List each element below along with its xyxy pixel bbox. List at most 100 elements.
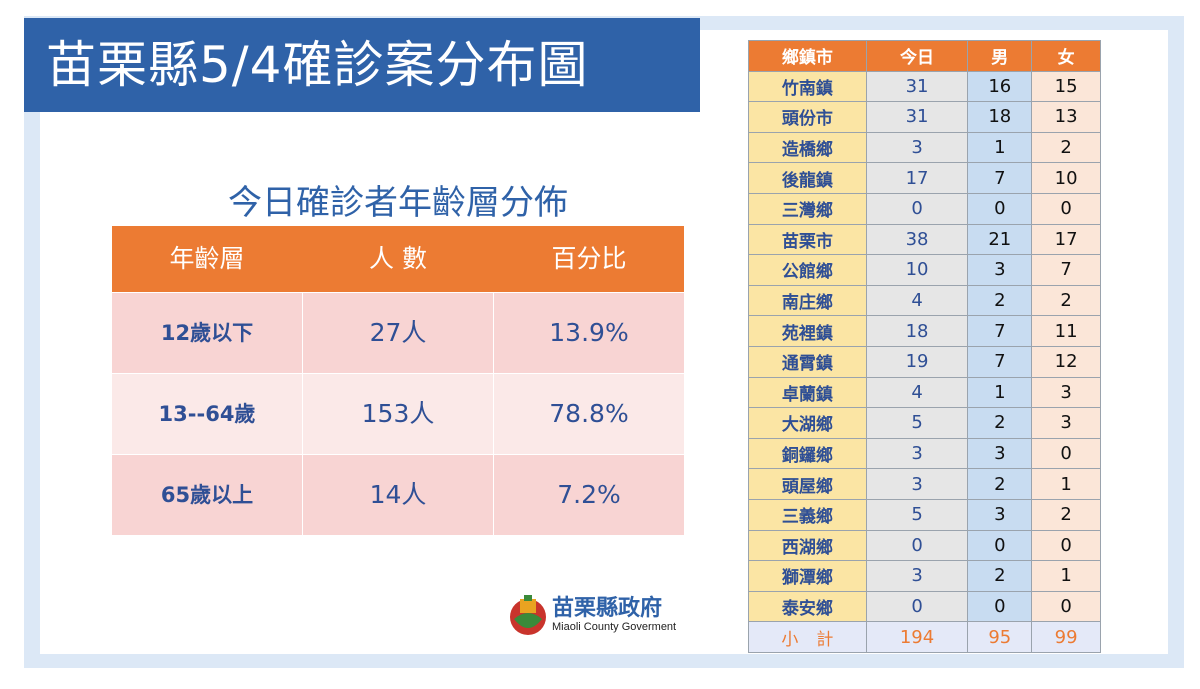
today-count: 3 <box>865 131 969 164</box>
today-count: 3 <box>865 437 969 470</box>
today-count: 3 <box>865 560 969 592</box>
district-name: 卓蘭鎮 <box>748 376 867 409</box>
header-count: 人 數 <box>303 226 493 292</box>
male-count: 1 <box>967 376 1033 409</box>
female-count: 15 <box>1031 70 1101 103</box>
today-count: 31 <box>865 70 969 103</box>
total-female: 99 <box>1031 621 1101 653</box>
female-count: 0 <box>1031 590 1101 623</box>
male-count: 2 <box>967 284 1033 317</box>
female-count: 12 <box>1031 345 1101 378</box>
district-name: 公館鄉 <box>748 254 867 286</box>
today-count: 0 <box>865 590 969 623</box>
total-today: 194 <box>865 621 969 653</box>
male-count: 3 <box>967 254 1033 286</box>
female-count: 0 <box>1031 529 1101 562</box>
today-count: 4 <box>865 376 969 409</box>
male-count: 2 <box>967 407 1033 439</box>
female-count: 0 <box>1031 437 1101 470</box>
district-name: 大湖鄉 <box>748 407 867 439</box>
male-count: 3 <box>967 437 1033 470</box>
total-label: 小計 <box>748 621 867 653</box>
page-title: 苗栗縣5/4確診案分布圖 <box>24 18 700 112</box>
table-row: 三義鄉 5 3 2 <box>748 498 1101 531</box>
female-count: 0 <box>1031 192 1101 225</box>
today-count: 4 <box>865 284 969 317</box>
age-count: 27人 <box>303 293 493 373</box>
age-group-label: 12歲以下 <box>112 293 302 373</box>
male-count: 0 <box>967 192 1033 225</box>
table-row: 竹南鎮 31 16 15 <box>748 70 1101 103</box>
table-row: 造橋鄉 3 1 2 <box>748 131 1101 164</box>
header-percent: 百分比 <box>494 226 684 292</box>
female-count: 2 <box>1031 498 1101 531</box>
female-count: 1 <box>1031 560 1101 592</box>
male-count: 1 <box>967 131 1033 164</box>
header-age-group: 年齡層 <box>112 226 302 292</box>
logo-text: 苗栗縣政府 Miaoli County Goverment <box>552 596 676 634</box>
male-count: 7 <box>967 315 1033 347</box>
male-count: 21 <box>967 223 1033 256</box>
table-row: 公館鄉 10 3 7 <box>748 254 1101 286</box>
district-name: 苗栗市 <box>748 223 867 256</box>
today-count: 3 <box>865 468 969 500</box>
table-row: 頭屋鄉 3 2 1 <box>748 468 1101 500</box>
total-male: 95 <box>967 621 1033 653</box>
male-count: 2 <box>967 560 1033 592</box>
male-count: 7 <box>967 345 1033 378</box>
male-count: 0 <box>967 529 1033 562</box>
district-name: 竹南鎮 <box>748 70 867 103</box>
table-row: 三灣鄉 0 0 0 <box>748 192 1101 225</box>
age-table-header: 年齡層 人 數 百分比 <box>112 226 684 292</box>
age-group-label: 13--64歲 <box>112 374 302 454</box>
table-row: 苑裡鎮 18 7 11 <box>748 315 1101 347</box>
district-name: 造橋鄉 <box>748 131 867 164</box>
logo-name-cn: 苗栗縣政府 <box>552 595 663 621</box>
table-row: 西湖鄉 0 0 0 <box>748 529 1101 562</box>
header-male: 男 <box>967 40 1033 72</box>
header-female: 女 <box>1031 40 1101 72</box>
today-count: 10 <box>865 254 969 286</box>
district-table: 鄉鎮市 今日 男 女 竹南鎮 31 16 15 頭份市 31 18 13 造橋鄉 3 1 2 後龍鎮 17… <box>748 40 1101 653</box>
table-row: 南庄鄉 4 2 2 <box>748 284 1101 317</box>
district-name: 通霄鎮 <box>748 345 867 378</box>
district-name: 三義鄉 <box>748 498 867 531</box>
today-count: 0 <box>865 529 969 562</box>
today-count: 31 <box>865 101 969 133</box>
table-row: 65歲以上 14人 7.2% <box>112 455 684 535</box>
table-row: 12歲以下 27人 13.9% <box>112 293 684 373</box>
age-percent: 7.2% <box>494 455 684 535</box>
today-count: 5 <box>865 407 969 439</box>
today-count: 38 <box>865 223 969 256</box>
logo-name-en: Miaoli County Goverment <box>552 621 677 633</box>
male-count: 3 <box>967 498 1033 531</box>
table-row: 銅鑼鄉 3 3 0 <box>748 437 1101 470</box>
header-district: 鄉鎮市 <box>748 40 867 72</box>
today-count: 19 <box>865 345 969 378</box>
female-count: 17 <box>1031 223 1101 256</box>
district-name: 苑裡鎮 <box>748 315 867 347</box>
district-name: 後龍鎮 <box>748 162 867 194</box>
female-count: 3 <box>1031 376 1101 409</box>
male-count: 7 <box>967 162 1033 194</box>
female-count: 11 <box>1031 315 1101 347</box>
today-count: 17 <box>865 162 969 194</box>
today-count: 5 <box>865 498 969 531</box>
district-name: 頭份市 <box>748 101 867 133</box>
district-name: 獅潭鄉 <box>748 560 867 592</box>
male-count: 0 <box>967 590 1033 623</box>
age-count: 14人 <box>303 455 493 535</box>
table-row: 卓蘭鎮 4 1 3 <box>748 376 1101 409</box>
table-row: 頭份市 31 18 13 <box>748 101 1101 133</box>
table-row: 獅潭鄉 3 2 1 <box>748 560 1101 592</box>
age-group-label: 65歲以上 <box>112 455 302 535</box>
district-name: 頭屋鄉 <box>748 468 867 500</box>
table-row: 大湖鄉 5 2 3 <box>748 407 1101 439</box>
district-table-body: 竹南鎮 31 16 15 頭份市 31 18 13 造橋鄉 3 1 2 後龍鎮 17 7 10 三灣鄉 0 0 0 苗栗… <box>748 70 1101 653</box>
table-row: 苗栗市 38 21 17 <box>748 223 1101 256</box>
county-emblem-icon <box>510 595 546 635</box>
female-count: 13 <box>1031 101 1101 133</box>
female-count: 1 <box>1031 468 1101 500</box>
total-row: 小計 194 95 99 <box>748 621 1101 653</box>
today-count: 18 <box>865 315 969 347</box>
